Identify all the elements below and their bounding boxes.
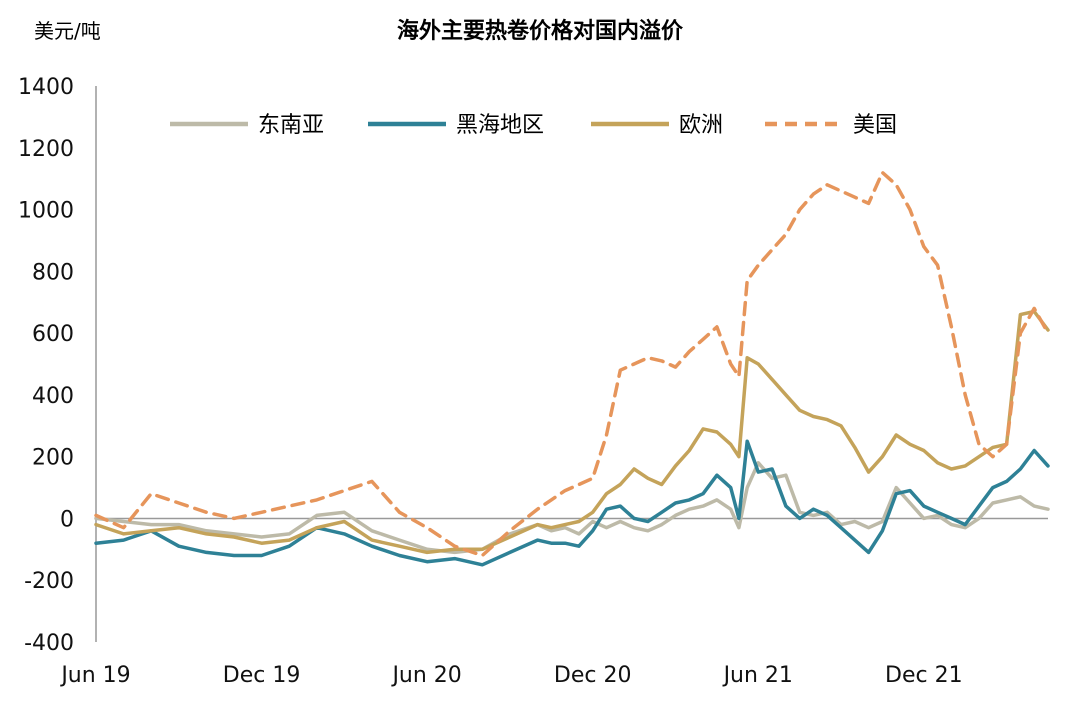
y-tick-label: -200 xyxy=(24,569,74,594)
y-tick-label: 0 xyxy=(60,507,74,532)
y-axis: -400 -200 0 200 400 600 800 1000 1200 1400 xyxy=(18,75,97,656)
y-tick-label: 1400 xyxy=(18,75,74,100)
x-axis: Jun 19 Dec 19 Jun 20 Dec 20 Jun 21 Dec 21 xyxy=(59,517,1048,688)
y-tick-label: 1200 xyxy=(18,137,74,162)
x-tick-label: Jun 19 xyxy=(59,663,130,688)
chart-title: 海外主要热卷价格对国内溢价 xyxy=(397,18,684,44)
x-tick-label: Dec 19 xyxy=(223,663,301,688)
series-line-3 xyxy=(94,309,1050,555)
legend-label: 黑海地区 xyxy=(456,113,544,138)
x-tick-label: Jun 20 xyxy=(390,663,461,688)
legend: 东南亚 黑海地区 欧洲 美国 xyxy=(170,113,897,138)
series-line-4 xyxy=(94,170,1050,558)
y-tick-label: -400 xyxy=(24,631,74,656)
legend-label: 欧洲 xyxy=(679,113,723,138)
y-tick-label: 400 xyxy=(32,384,74,409)
x-tick-label: Dec 20 xyxy=(554,663,632,688)
legend-label: 美国 xyxy=(853,113,897,138)
x-tick-label: Jun 21 xyxy=(722,663,793,688)
y-tick-label: 600 xyxy=(32,322,74,347)
y-tick-label: 1000 xyxy=(18,199,74,224)
series-line-1 xyxy=(94,461,1050,555)
x-tick-label: Dec 21 xyxy=(885,663,963,688)
legend-label: 东南亚 xyxy=(258,113,324,138)
y-tick-label: 800 xyxy=(32,260,74,285)
series-layer xyxy=(94,170,1050,567)
unit-label: 美元/吨 xyxy=(34,19,101,43)
y-tick-label: 200 xyxy=(32,446,74,471)
series-line-2 xyxy=(94,439,1050,567)
